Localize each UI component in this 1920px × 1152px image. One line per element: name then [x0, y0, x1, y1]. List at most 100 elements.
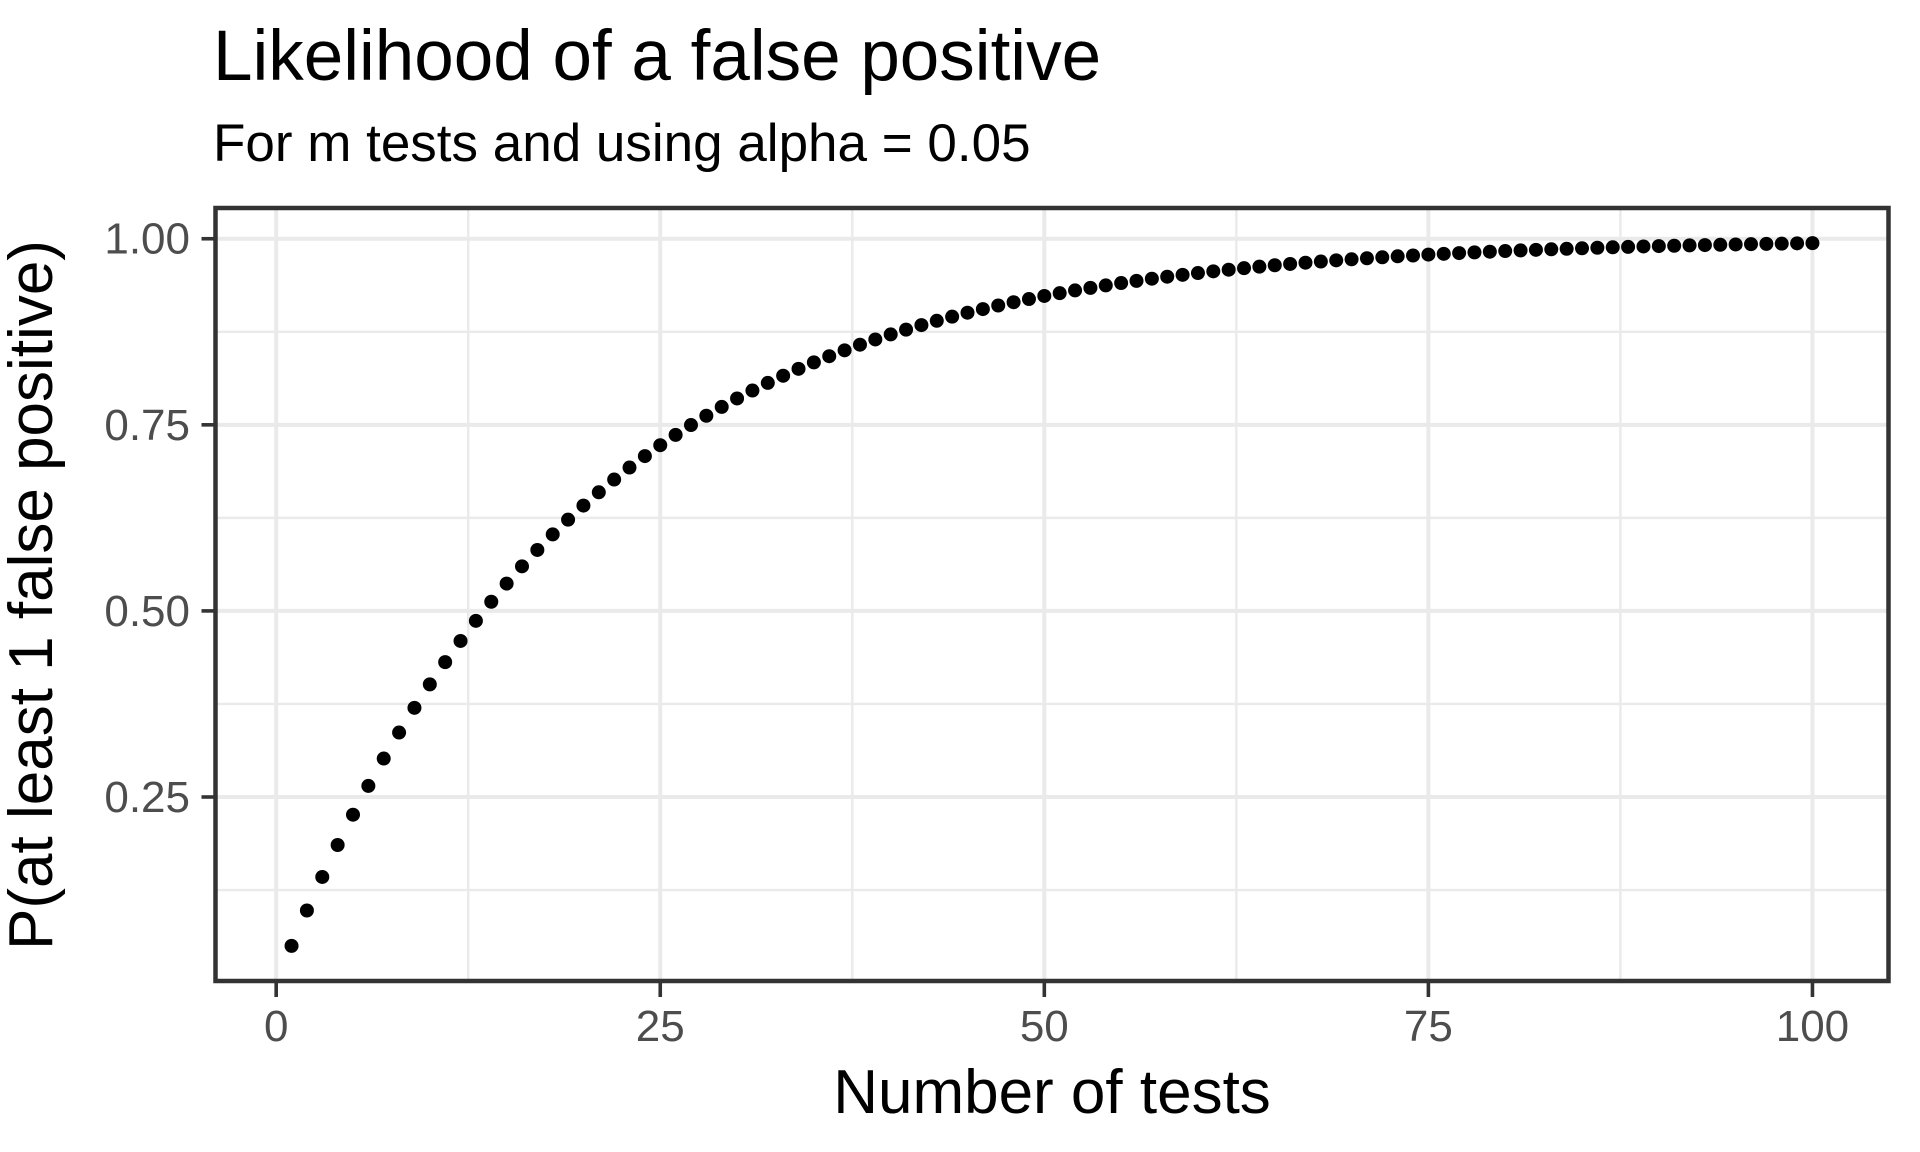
data-point	[1175, 267, 1190, 282]
data-point	[1267, 258, 1282, 273]
data-point	[376, 751, 391, 766]
data-point	[960, 305, 975, 320]
gridlines-minor	[215, 208, 1889, 981]
data-point	[745, 383, 760, 398]
data-point	[1098, 278, 1113, 293]
data-point	[1252, 259, 1267, 274]
x-axis-title: Number of tests	[833, 1058, 1271, 1127]
data-point	[653, 438, 668, 453]
data-point	[852, 337, 867, 352]
data-point	[1513, 243, 1528, 258]
data-point	[1190, 266, 1205, 281]
gridlines-major	[215, 208, 1889, 981]
data-point	[637, 449, 652, 464]
data-point	[1590, 240, 1605, 255]
data-point	[1021, 292, 1036, 307]
data-point	[1559, 241, 1574, 256]
data-point	[1452, 246, 1467, 261]
data-point	[883, 327, 898, 342]
data-point	[1221, 262, 1236, 277]
data-point	[1713, 237, 1728, 252]
x-axis-tick-labels: 0 25 50 75 100	[264, 1002, 1849, 1051]
data-point	[422, 677, 437, 692]
data-point	[730, 391, 745, 406]
data-point	[330, 838, 345, 853]
data-point	[1083, 280, 1098, 295]
data-point	[1283, 256, 1298, 271]
data-point	[1375, 250, 1390, 265]
data-point	[791, 361, 806, 376]
y-tick-label: 1.00	[104, 215, 190, 264]
chart-subtitle: For m tests and using alpha = 0.05	[213, 114, 1031, 173]
data-point	[622, 460, 637, 475]
data-point	[1544, 242, 1559, 257]
data-point	[914, 318, 929, 333]
data-point	[545, 527, 560, 542]
data-point	[1682, 238, 1697, 253]
data-point	[945, 309, 960, 324]
data-point	[1206, 264, 1221, 279]
data-point	[576, 498, 591, 513]
axis-ticks	[201, 236, 1815, 997]
data-point	[284, 938, 299, 953]
data-point	[1805, 236, 1820, 251]
data-point	[1436, 246, 1451, 261]
data-point	[1467, 245, 1482, 260]
data-point	[683, 418, 698, 433]
data-point	[822, 349, 837, 364]
x-tick-label: 25	[636, 1002, 685, 1051]
data-point	[1528, 242, 1543, 257]
data-point	[438, 655, 453, 670]
data-point	[1160, 269, 1175, 284]
data-point	[899, 322, 914, 337]
data-point	[776, 368, 791, 383]
x-tick-label: 75	[1404, 1002, 1453, 1051]
data-point	[1359, 251, 1374, 266]
data-point	[975, 302, 990, 317]
data-point	[1759, 236, 1774, 251]
data-points	[284, 236, 1820, 953]
data-point	[468, 613, 483, 628]
data-point	[1298, 255, 1313, 270]
data-point	[1313, 254, 1328, 269]
data-point	[530, 542, 545, 557]
data-point	[453, 633, 468, 648]
data-point	[1006, 295, 1021, 310]
data-point	[668, 427, 683, 442]
panel-border	[213, 205, 1891, 984]
data-point	[714, 399, 729, 414]
plot-panel	[215, 208, 1889, 981]
data-point	[591, 485, 606, 500]
data-point	[484, 594, 499, 609]
data-point	[929, 313, 944, 328]
data-point	[1237, 261, 1252, 276]
y-axis-tick-labels: 0.25 0.50 0.75 1.00	[104, 215, 190, 822]
data-point	[1482, 244, 1497, 259]
data-point	[1144, 271, 1159, 286]
data-point	[299, 903, 314, 918]
data-point	[561, 512, 576, 527]
data-point	[1498, 244, 1513, 259]
y-tick-label: 0.75	[104, 401, 190, 450]
data-point	[499, 576, 514, 591]
data-point	[1605, 240, 1620, 255]
data-point	[1068, 283, 1083, 298]
data-point	[760, 375, 775, 390]
x-tick-label: 100	[1776, 1002, 1849, 1051]
data-point	[1728, 237, 1743, 252]
data-point	[1114, 276, 1129, 291]
data-point	[1052, 286, 1067, 301]
data-point	[1129, 273, 1144, 288]
data-point	[407, 700, 422, 715]
data-point	[1406, 248, 1421, 263]
x-tick-label: 50	[1020, 1002, 1069, 1051]
data-point	[514, 559, 529, 574]
data-point	[1329, 253, 1344, 268]
data-point	[1667, 238, 1682, 253]
data-point	[1636, 239, 1651, 254]
chart-title: Likelihood of a false positive	[213, 17, 1101, 96]
data-point	[1774, 236, 1789, 251]
data-point	[1744, 237, 1759, 252]
data-point	[361, 778, 376, 793]
data-point	[699, 408, 714, 423]
